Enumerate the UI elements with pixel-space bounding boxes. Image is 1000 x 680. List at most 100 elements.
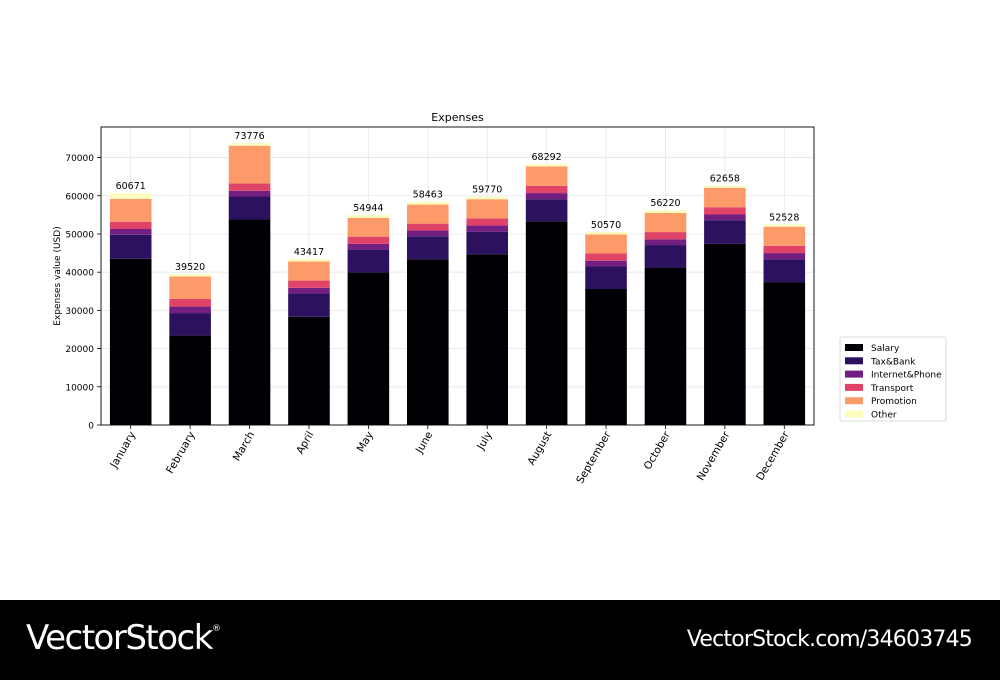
expenses-chart: 60671 39520 73776 43417 54944 58463 59770 68292…: [53, 111, 947, 486]
legend-box: [839, 336, 947, 422]
bar-segment-other: [585, 231, 627, 235]
y-axis-label: Expenses value (USD): [53, 226, 63, 325]
legend-swatch: [845, 344, 863, 351]
bar-segment-internet-phone: [109, 229, 152, 235]
bar-segment-other: [288, 259, 330, 262]
bar-segment-salary: [109, 258, 152, 425]
bar-segment-tax-bank: [466, 231, 509, 255]
bar-segment-promotion: [585, 234, 627, 254]
bar-segment-other: [704, 185, 746, 188]
bar-segment-promotion: [347, 217, 390, 237]
bar-segment-other: [406, 201, 449, 205]
bar-segment-transport: [347, 236, 390, 244]
x-tick-label: November: [695, 429, 733, 483]
bar-segment-salary: [406, 259, 449, 425]
legend-swatch: [845, 370, 863, 378]
x-tick-label: August: [525, 430, 554, 468]
x-tick-label: February: [164, 430, 198, 476]
bar-segment-other: [466, 196, 509, 200]
bar-segment-promotion: [228, 145, 271, 184]
bar-segment-internet-phone: [466, 225, 509, 232]
bar-segment-transport: [288, 280, 330, 288]
bar-segment-tax-bank: [704, 220, 746, 244]
bar-segment-tax-bank: [288, 293, 330, 317]
bar-total-label: 43417: [294, 247, 324, 258]
legend-swatch: [845, 383, 863, 391]
bar-segment-transport: [525, 185, 568, 194]
bar-segment-other: [169, 274, 211, 277]
bar-segment-transport: [466, 218, 509, 226]
x-tick-label: January: [108, 430, 139, 471]
bar-segment-promotion: [109, 198, 152, 222]
bar-segment-salary: [347, 272, 390, 425]
legend-label: Tax&Bank: [870, 357, 916, 367]
y-tick-label: 30000: [65, 307, 94, 317]
y-tick-label: 10000: [65, 383, 94, 393]
bar-total-label: 59770: [472, 185, 502, 196]
bar-total-label: 58463: [413, 190, 443, 201]
bar-segment-salary: [169, 335, 211, 425]
y-tick-label: 70000: [65, 154, 94, 164]
y-tick-label: 60000: [65, 192, 94, 202]
x-tick-label: June: [413, 430, 435, 457]
x-tick-label: September: [574, 429, 614, 486]
bar-segment-salary: [525, 221, 568, 425]
bar-segment-transport: [704, 207, 746, 215]
bar-total-label: 56220: [650, 198, 680, 209]
bar-segment-internet-phone: [704, 214, 746, 221]
bar-segment-promotion: [169, 276, 211, 299]
bar-segment-salary: [704, 243, 746, 425]
watermark-footer: VectorStock® VectorStock.com/34603745: [0, 600, 1000, 680]
brand-name: VectorStock: [26, 618, 213, 658]
bar-segment-salary: [763, 282, 806, 425]
bar-segment-salary: [585, 288, 627, 425]
bar-segment-internet-phone: [644, 239, 687, 246]
legend-swatch: [845, 410, 863, 418]
x-tick-label: March: [231, 430, 257, 464]
legend-label: Transport: [870, 384, 914, 394]
bar-segment-other: [763, 224, 806, 227]
brand-logo: VectorStock®: [26, 618, 221, 658]
bar-segment-other: [109, 193, 152, 199]
bar-segment-transport: [406, 223, 449, 231]
bar-total-label: 52528: [769, 212, 799, 223]
bar-segment-promotion: [525, 166, 568, 186]
bar-segment-other: [228, 143, 271, 146]
bar-segment-transport: [644, 232, 687, 240]
bar-segment-salary: [228, 219, 271, 425]
bar-segment-promotion: [406, 204, 449, 224]
bar-segment-internet-phone: [525, 193, 568, 200]
bar-segment-salary: [466, 254, 509, 425]
bar-segment-transport: [169, 298, 211, 307]
legend-swatch: [845, 357, 863, 365]
bar-segment-promotion: [704, 187, 746, 208]
bar-segment-transport: [585, 253, 627, 261]
bar-total-label: 50570: [591, 220, 621, 231]
bar-total-label: 68292: [532, 152, 562, 163]
x-tick-label: July: [474, 430, 494, 453]
bar-segment-promotion: [466, 199, 509, 219]
bar-segment-salary: [644, 267, 687, 425]
bar-segment-tax-bank: [406, 236, 449, 260]
x-tick-label: April: [294, 430, 316, 457]
bar-total-label: 54944: [353, 203, 383, 214]
bar-segment-internet-phone: [347, 243, 390, 250]
bar-segment-tax-bank: [644, 245, 687, 268]
legend-label: Salary: [871, 344, 900, 354]
legend-label: Other: [871, 411, 897, 421]
bar-segment-other: [525, 164, 568, 167]
bar-segment-other: [644, 210, 687, 213]
bar-segment-tax-bank: [585, 266, 627, 289]
bar-segment-tax-bank: [109, 234, 152, 259]
bar-total-label: 62658: [710, 174, 740, 185]
chart-title: Expenses: [431, 111, 484, 124]
legend-label: Promotion: [871, 397, 917, 407]
x-tick-label: May: [355, 430, 376, 455]
plot-frame: [100, 126, 815, 426]
bar-segment-promotion: [288, 261, 330, 281]
bar-segment-other: [347, 215, 390, 218]
image-id: VectorStock.com/34603745: [686, 627, 973, 652]
bar-segment-salary: [288, 316, 330, 425]
bar-total-label: 60671: [116, 181, 146, 192]
bar-segment-internet-phone: [288, 287, 330, 294]
